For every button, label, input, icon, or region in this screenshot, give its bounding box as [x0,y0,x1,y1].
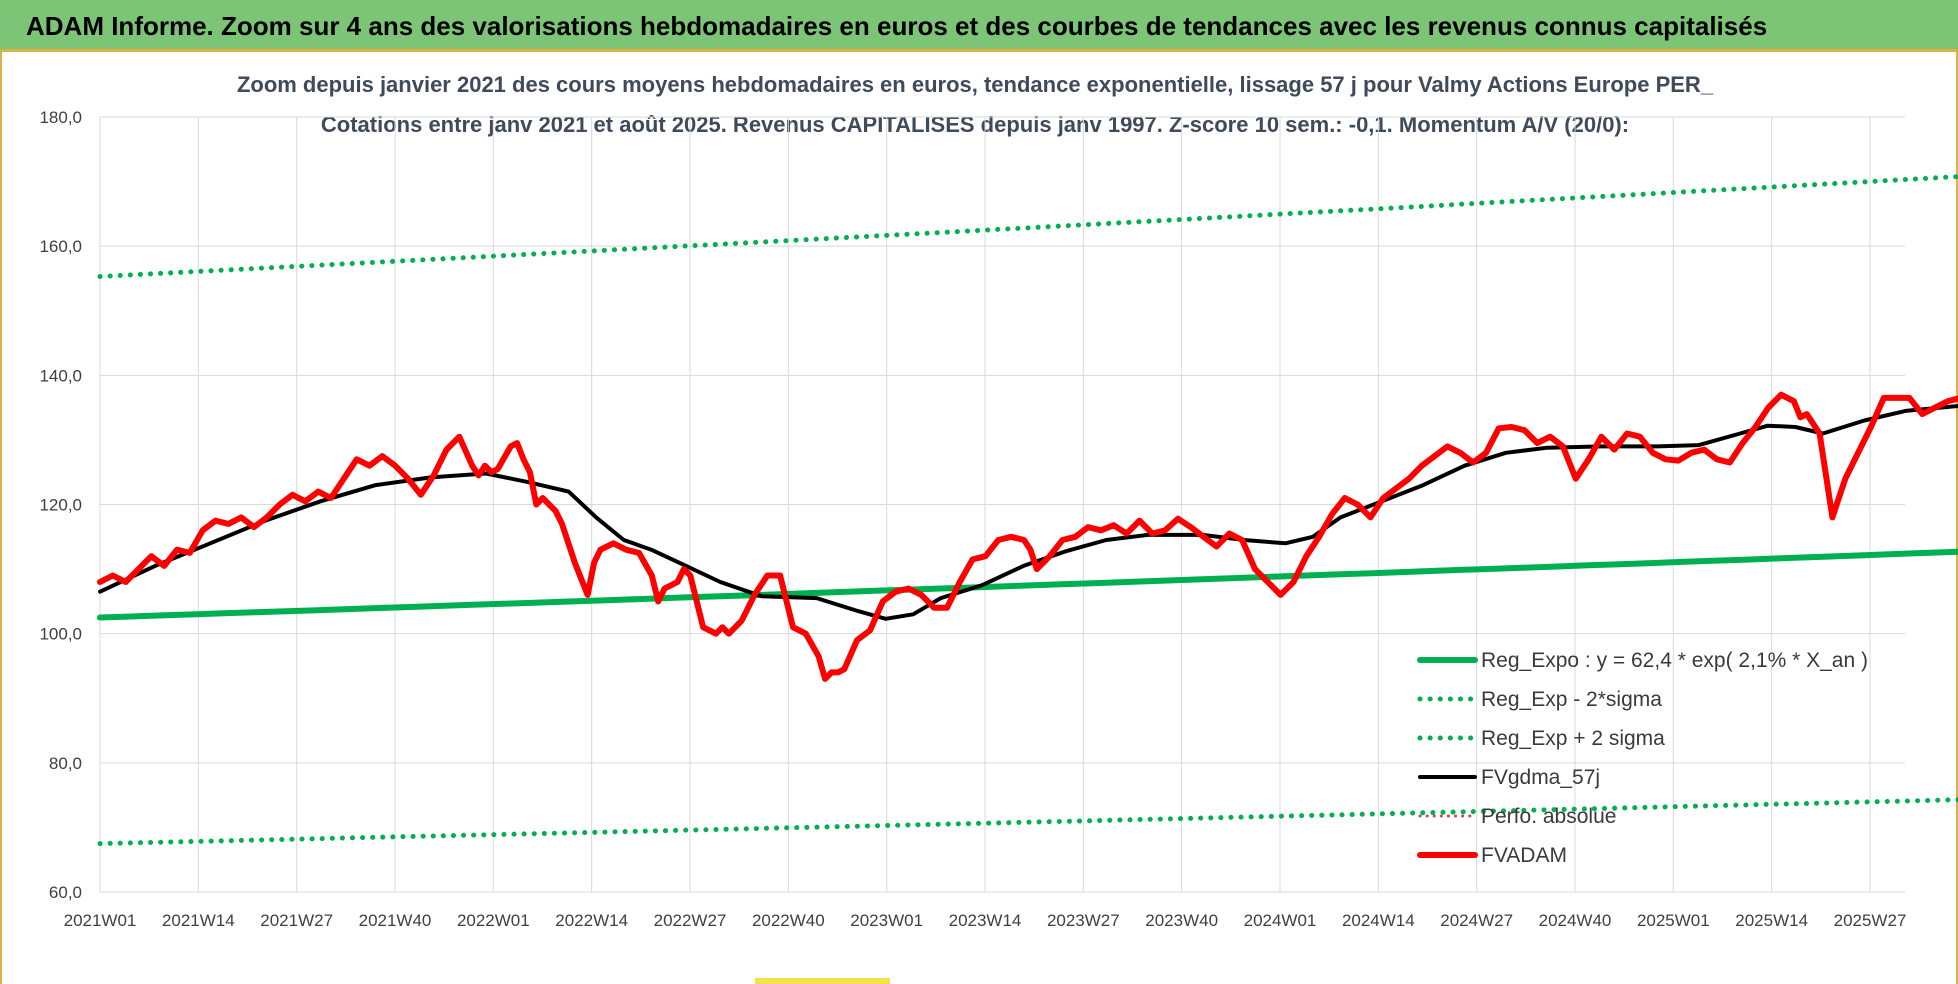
y-tick-label: 100,0 [39,625,82,644]
x-tick-label: 2025W14 [1735,911,1808,930]
x-tick-label: 2023W27 [1047,911,1120,930]
legend-entry-label: Perfo. absolue [1481,805,1616,828]
y-tick-label: 60,0 [49,883,82,902]
x-tick-label: 2021W14 [162,911,235,930]
x-tick-label: 2022W01 [457,911,530,930]
x-tick-label: 2021W01 [64,911,137,930]
legend-entry-label: Reg_Expo : y = 62,4 * exp( 2,1% * X_an ) [1481,649,1868,672]
x-tick-label: 2022W14 [555,911,628,930]
legend-entry-label: Reg_Exp - 2*sigma [1481,688,1662,711]
chart-gridlines [99,116,1905,893]
series-line-fvadam [97,391,1958,682]
chart-title-line-1: Zoom depuis janvier 2021 des cours moyen… [237,72,1714,97]
x-tick-label: 2024W01 [1244,911,1317,930]
chart-frame [0,52,1958,984]
bottom-accent-strip [755,978,890,984]
x-tick-label: 2024W40 [1539,911,1612,930]
x-tick-label: 2024W27 [1440,911,1513,930]
x-tick-label: 2021W40 [359,911,432,930]
x-tick-label: 2021W27 [260,911,333,930]
x-tick-label: 2022W27 [654,911,727,930]
x-axis-tick-labels: 2021W01 2021W14 2021W27 2021W40 2022W01 2022W… [64,911,1907,930]
x-tick-label: 2022W40 [752,911,825,930]
legend-entry-label: FVADAM [1481,844,1567,867]
y-tick-label: 80,0 [49,754,82,773]
x-tick-label: 2023W01 [850,911,923,930]
chart-legend: Reg_Expo : y = 62,4 * exp( 2,1% * X_an )… [1417,649,1868,867]
y-tick-label: 140,0 [39,366,82,385]
x-tick-label: 2023W40 [1145,911,1218,930]
y-tick-label: 180,0 [39,108,82,127]
series-line-reg-exp-2-sigma [97,797,1958,847]
y-tick-label: 120,0 [39,496,82,515]
x-tick-label: 2024W14 [1342,911,1415,930]
x-tick-label: 2023W14 [949,911,1022,930]
x-tick-label: 2025W27 [1834,911,1907,930]
legend-entry-label: Reg_Exp + 2 sigma [1481,727,1665,750]
legend-entry-label: FVgdma_57j [1481,766,1600,789]
chart-series-lines [97,174,1958,847]
report-banner-title: ADAM Informe. Zoom sur 4 ans des valoris… [0,0,1958,52]
y-axis-tick-labels: 60,0 80,0 100,0 120,0 140,0 160,0 180,0 [39,108,82,902]
y-tick-label: 160,0 [39,237,82,256]
series-line-reg-expo-y-62-4-exp-2-1-x-an [97,548,1958,621]
valuation-line-chart: Zoom depuis janvier 2021 des cours moyen… [39,72,1958,930]
series-line-reg-exp-2-sigma [97,174,1958,279]
x-tick-label: 2025W01 [1637,911,1710,930]
chart-title-line-2: Cotations entre janv 2021 et août 2025. … [321,112,1629,137]
